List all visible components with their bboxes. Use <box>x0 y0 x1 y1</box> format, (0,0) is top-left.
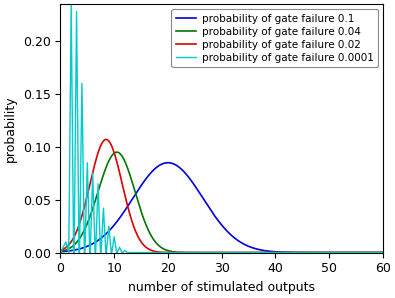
probability of gate failure 0.02 <box>215 251 220 254</box>
probability of gate failure 0.02 <box>371 251 376 254</box>
Line: probability of gate failure 0.02: probability of gate failure 0.02 <box>60 139 383 253</box>
probability of gate failure 0.02 <box>75 229 79 232</box>
probability of gate failure 0.0001 <box>101 207 106 210</box>
probability of gate failure 0.0001 <box>71 251 76 254</box>
probability of gate failure 0.1 <box>58 250 63 254</box>
probability of gate failure 0.0001 <box>77 251 82 254</box>
probability of gate failure 0.0001 <box>90 171 95 175</box>
probability of gate failure 0.0001 <box>58 251 63 254</box>
probability of gate failure 0.04 <box>380 251 385 254</box>
Line: probability of gate failure 0.0001: probability of gate failure 0.0001 <box>60 4 383 253</box>
probability of gate failure 0.0001 <box>109 251 114 254</box>
probability of gate failure 0.0001 <box>112 235 117 238</box>
probability of gate failure 0.0001 <box>85 161 90 164</box>
probability of gate failure 0.0001 <box>87 251 92 254</box>
probability of gate failure 0.1 <box>312 251 317 254</box>
probability of gate failure 0.0001 <box>72 251 77 254</box>
probability of gate failure 0.04 <box>215 251 220 254</box>
probability of gate failure 0.0001 <box>93 251 98 254</box>
probability of gate failure 0.1 <box>371 251 376 254</box>
probability of gate failure 0.0001 <box>96 182 100 186</box>
probability of gate failure 0.02 <box>58 249 63 252</box>
X-axis label: number of stimulated outputs: number of stimulated outputs <box>128 281 315 294</box>
probability of gate failure 0.0001 <box>79 82 84 85</box>
probability of gate failure 0.0001 <box>106 224 111 228</box>
probability of gate failure 0.1 <box>380 251 385 254</box>
probability of gate failure 0.04 <box>115 150 119 154</box>
probability of gate failure 0.02 <box>207 251 211 254</box>
probability of gate failure 0.0001 <box>380 251 385 254</box>
probability of gate failure 0.0001 <box>88 251 93 254</box>
probability of gate failure 0.0001 <box>120 251 124 254</box>
probability of gate failure 0.0001 <box>120 251 125 254</box>
Legend: probability of gate failure 0.1, probability of gate failure 0.04, probability o: probability of gate failure 0.1, probabi… <box>171 9 378 67</box>
probability of gate failure 0.0001 <box>117 246 122 249</box>
probability of gate failure 0.0001 <box>64 240 68 244</box>
probability of gate failure 0.02 <box>380 251 385 254</box>
probability of gate failure 0.02 <box>312 251 317 254</box>
probability of gate failure 0.0001 <box>98 251 103 254</box>
probability of gate failure 0.1 <box>166 161 170 164</box>
probability of gate failure 0.0001 <box>69 2 73 6</box>
probability of gate failure 0.02 <box>104 138 109 141</box>
probability of gate failure 0.0001 <box>77 251 81 254</box>
probability of gate failure 0.1 <box>75 248 79 251</box>
probability of gate failure 0.0001 <box>104 251 109 254</box>
probability of gate failure 0.0001 <box>103 251 108 254</box>
probability of gate failure 0.0001 <box>128 251 133 254</box>
probability of gate failure 0.1 <box>371 251 376 254</box>
probability of gate failure 0.0001 <box>83 251 87 254</box>
probability of gate failure 0.04 <box>312 251 317 254</box>
probability of gate failure 0.0001 <box>74 10 79 13</box>
Line: probability of gate failure 0.1: probability of gate failure 0.1 <box>60 163 383 253</box>
probability of gate failure 0.0001 <box>115 251 120 254</box>
probability of gate failure 0.04 <box>371 251 376 254</box>
probability of gate failure 0.04 <box>58 250 63 253</box>
Line: probability of gate failure 0.04: probability of gate failure 0.04 <box>60 152 383 253</box>
probability of gate failure 0.0001 <box>93 251 98 254</box>
probability of gate failure 0.04 <box>207 251 211 254</box>
probability of gate failure 0.02 <box>371 251 376 254</box>
probability of gate failure 0.0001 <box>114 251 119 254</box>
probability of gate failure 0.0001 <box>125 251 130 254</box>
probability of gate failure 0.0001 <box>82 251 87 254</box>
probability of gate failure 0.0001 <box>99 251 103 254</box>
probability of gate failure 0.04 <box>75 240 79 244</box>
probability of gate failure 0.0001 <box>122 249 127 252</box>
probability of gate failure 0.1 <box>207 206 211 209</box>
probability of gate failure 0.04 <box>371 251 376 254</box>
probability of gate failure 0.0001 <box>109 251 114 254</box>
probability of gate failure 0.1 <box>215 218 220 221</box>
probability of gate failure 0.0001 <box>66 251 71 254</box>
Y-axis label: probability: probability <box>4 95 17 162</box>
